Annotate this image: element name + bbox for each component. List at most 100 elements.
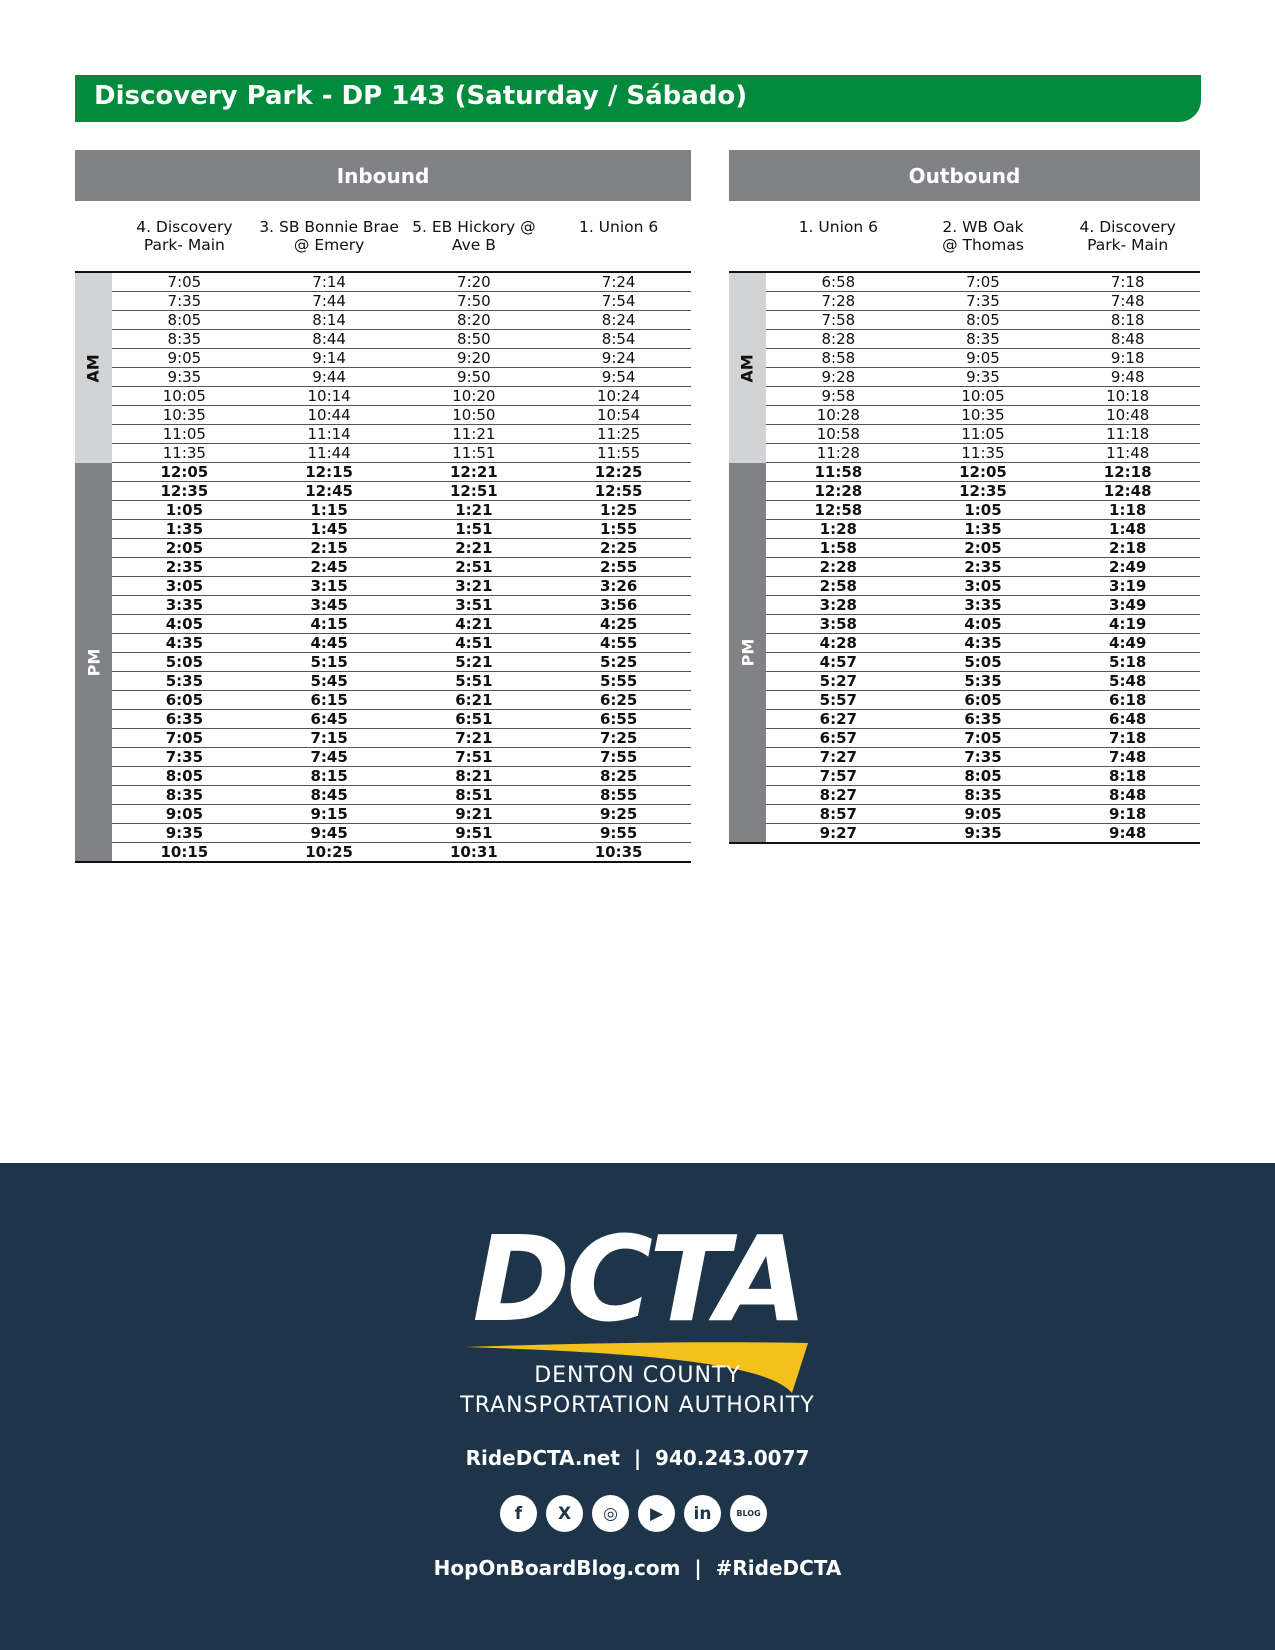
time-cell: 10:14	[307, 387, 351, 405]
time-cell: 9:25	[599, 805, 638, 823]
schedule-title-bar: Discovery Park - DP 143 (Saturday / Sába…	[75, 75, 1201, 122]
time-cell: 7:54	[601, 292, 636, 310]
time-cell: 4:35	[964, 634, 1002, 652]
social-icons: f X ◎ ▶ in BLOG	[500, 1495, 780, 1537]
table-row: 11:28 11:35 11:48	[766, 444, 1200, 463]
time-cell: 7:25	[599, 729, 638, 747]
time-cell: 12:58	[814, 501, 863, 519]
table-row: 11:35 11:44 11:51 11:55	[112, 444, 691, 463]
org-name-line2: TRANSPORTATION AUTHORITY	[460, 1393, 815, 1418]
time-cell: 6:21	[455, 691, 493, 709]
table-row: 3:58 4:05 4:19	[766, 615, 1200, 634]
time-cell: 3:15	[310, 577, 348, 595]
time-cell: 11:21	[452, 425, 496, 443]
table-row: 8:35 8:45 8:51 8:55	[112, 786, 691, 805]
time-cell: 11:05	[961, 425, 1005, 443]
inbound-body: AM PM 7:05 7:14 7:20 7:24 7:35 7:44 7:50 7:54 8:…	[75, 271, 691, 863]
time-cell: 3:35	[964, 596, 1002, 614]
time-cell: 9:35	[165, 824, 204, 842]
time-cell: 11:48	[1106, 444, 1150, 462]
inbound-header: Inbound	[75, 150, 691, 201]
time-cell: 7:20	[457, 273, 491, 291]
time-cell: 4:55	[599, 634, 638, 652]
time-cell: 6:15	[310, 691, 348, 709]
time-cell: 1:28	[819, 520, 857, 538]
table-row: 3:28 3:35 3:49	[766, 596, 1200, 615]
time-cell: 5:51	[455, 672, 493, 690]
table-row: 6:05 6:15 6:21 6:25	[112, 691, 691, 710]
table-row: 2:28 2:35 2:49	[766, 558, 1200, 577]
x-icon[interactable]: X	[546, 1495, 583, 1532]
time-cell: 5:45	[310, 672, 348, 690]
outbound-rows: 6:58 7:05 7:18 7:28 7:35 7:48 7:58 8:05 8:18 8:28…	[766, 273, 1200, 842]
time-cell: 12:05	[160, 463, 209, 481]
time-cell: 8:50	[457, 330, 491, 348]
schedule-title: Discovery Park - DP 143 (Saturday / Sába…	[94, 81, 748, 111]
time-cell: 5:25	[599, 653, 638, 671]
time-cell: 9:48	[1110, 368, 1145, 386]
contact-line[interactable]: RideDCTA.net | 940.243.0077	[465, 1446, 810, 1470]
time-cell: 7:18	[1109, 729, 1147, 747]
time-cell: 9:14	[312, 349, 346, 367]
time-cell: 9:58	[821, 387, 856, 405]
time-cell: 6:25	[599, 691, 638, 709]
youtube-icon[interactable]: ▶	[638, 1495, 675, 1532]
time-cell: 12:35	[160, 482, 209, 500]
time-cell: 8:44	[312, 330, 346, 348]
blog-line[interactable]: HopOnBoardBlog.com | #RideDCTA	[433, 1556, 842, 1580]
time-cell: 8:05	[167, 311, 202, 329]
time-cell: 2:45	[310, 558, 348, 576]
time-cell: 2:49	[1109, 558, 1147, 576]
time-cell: 9:48	[1109, 824, 1147, 842]
time-cell: 7:35	[167, 292, 202, 310]
time-cell: 9:05	[167, 349, 202, 367]
inbound-col-2: 3. SB Bonnie Brae @ Emery	[259, 218, 399, 254]
table-row: 8:58 9:05 9:18	[766, 349, 1200, 368]
time-cell: 2:05	[165, 539, 204, 557]
table-row: 6:35 6:45 6:51 6:55	[112, 710, 691, 729]
time-cell: 9:44	[312, 368, 346, 386]
time-cell: 12:28	[814, 482, 863, 500]
time-cell: 1:51	[455, 520, 493, 538]
time-cell: 10:50	[452, 406, 496, 424]
time-cell: 7:44	[312, 292, 346, 310]
time-cell: 2:35	[964, 558, 1002, 576]
time-cell: 6:35	[964, 710, 1002, 728]
facebook-icon[interactable]: f	[500, 1495, 537, 1532]
linkedin-icon[interactable]: in	[684, 1495, 721, 1532]
time-cell: 7:05	[165, 729, 204, 747]
outbound-header: Outbound	[729, 150, 1200, 201]
time-cell: 5:05	[964, 653, 1002, 671]
table-row: 8:05 8:14 8:20 8:24	[112, 311, 691, 330]
table-row: 5:57 6:05 6:18	[766, 691, 1200, 710]
time-cell: 8:24	[601, 311, 636, 329]
time-cell: 8:54	[601, 330, 636, 348]
time-cell: 8:15	[310, 767, 348, 785]
logo-text: DCTA	[472, 1215, 803, 1348]
time-cell: 9:24	[601, 349, 636, 367]
am-label: AM	[729, 273, 766, 463]
table-row: 8:27 8:35 8:48	[766, 786, 1200, 805]
outbound-col-3: 4. Discovery Park- Main	[1079, 218, 1176, 254]
time-cell: 7:05	[964, 729, 1002, 747]
table-row: 7:27 7:35 7:48	[766, 748, 1200, 767]
time-cell: 8:25	[599, 767, 638, 785]
table-row: 7:28 7:35 7:48	[766, 292, 1200, 311]
blog-icon[interactable]: BLOG	[730, 1495, 767, 1532]
time-cell: 6:57	[819, 729, 857, 747]
time-cell: 1:55	[599, 520, 638, 538]
time-cell: 4:19	[1109, 615, 1147, 633]
inbound-table: Inbound 4. Discovery Park- Main 3. SB Bo…	[75, 150, 691, 863]
time-cell: 9:20	[457, 349, 491, 367]
instagram-icon[interactable]: ◎	[592, 1495, 629, 1532]
time-cell: 7:27	[819, 748, 857, 766]
time-cell: 9:50	[457, 368, 491, 386]
time-cell: 5:55	[599, 672, 638, 690]
outbound-column-headers: 1. Union 6 2. WB Oak @ Thomas 4. Discove…	[729, 201, 1200, 271]
table-row: 7:58 8:05 8:18	[766, 311, 1200, 330]
time-cell: 11:35	[162, 444, 206, 462]
table-row: 12:35 12:45 12:51 12:55	[112, 482, 691, 501]
time-cell: 10:44	[307, 406, 351, 424]
pm-label: PM	[75, 463, 112, 861]
time-cell: 8:45	[310, 786, 348, 804]
